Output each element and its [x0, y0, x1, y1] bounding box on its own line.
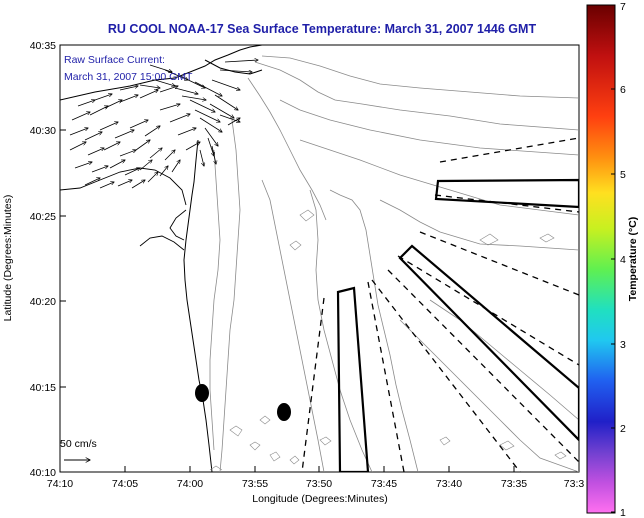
bathymetry-contours [209, 55, 579, 472]
x-tick-label: 74:10 [47, 478, 73, 490]
polygon-east-strip [434, 178, 579, 209]
colorbar-tick-label: 2 [620, 423, 626, 435]
y-tick-label: 40:25 [30, 211, 56, 223]
colorbar-tick-label: 4 [620, 254, 626, 266]
y-axis-ticks [60, 44, 66, 473]
map-frame [59, 44, 580, 473]
x-tick-label: 73:40 [436, 478, 462, 490]
current-label-time: March 31, 2007 15:00 GMT [64, 71, 193, 83]
colorbar-tick-label: 5 [620, 169, 626, 181]
y-tick-label: 40:30 [30, 125, 56, 137]
scale-label: 50 cm/s [60, 438, 97, 450]
x-tick-label: 74:05 [112, 478, 138, 490]
polygon-south-strip [336, 286, 370, 472]
y-tick-label: 40:10 [30, 467, 56, 479]
coastline-north [60, 45, 263, 101]
map-content [60, 45, 579, 472]
colorbar-tick-label: 7 [620, 1, 626, 13]
colorbar-ticks [611, 4, 615, 513]
colorbar-tick-label: 1 [620, 507, 626, 518]
x-tick-label: 73:3 [564, 478, 585, 490]
colorbar-tick-labels: 7 6 5 4 3 2 1 [620, 1, 626, 518]
y-tick-labels: 40:35 40:30 40:25 40:20 40:15 40:10 [30, 40, 56, 479]
x-tick-label: 73:45 [371, 478, 397, 490]
colorbar-tick-label: 6 [620, 84, 626, 96]
station-marker-1 [195, 384, 209, 402]
y-tick-label: 40:35 [30, 40, 56, 52]
colorbar [586, 4, 616, 514]
colorbar-tick-label: 3 [620, 339, 626, 351]
coastline-nj [183, 139, 213, 472]
x-axis-ticks [59, 466, 515, 472]
x-axis-label: Longitude (Degrees:Minutes) [252, 493, 387, 505]
station-marker-2 [277, 403, 291, 421]
y-tick-label: 40:20 [30, 296, 56, 308]
sst-contour-fragments [209, 209, 567, 471]
dashed-survey-lines [301, 137, 579, 472]
x-tick-label: 74:00 [177, 478, 203, 490]
survey-polygons [336, 178, 579, 472]
colorbar-label: Temperature (°C) [627, 217, 639, 302]
figure-title: RU COOL NOAA-17 Sea Surface Temperature:… [108, 22, 537, 36]
y-tick-label: 40:15 [30, 382, 56, 394]
x-tick-label: 73:55 [242, 478, 268, 490]
surface-current-vectors [69, 60, 258, 189]
x-tick-label: 73:50 [306, 478, 332, 490]
current-label-title: Raw Surface Current: [64, 54, 165, 66]
x-tick-label: 73:35 [501, 478, 527, 490]
x-tick-labels: 74:10 74:05 74:00 73:55 73:50 73:45 73:4… [47, 478, 585, 490]
y-axis-label: Latitude (Degrees:Minutes) [2, 195, 14, 322]
polygon-southeast-strip [398, 244, 579, 442]
